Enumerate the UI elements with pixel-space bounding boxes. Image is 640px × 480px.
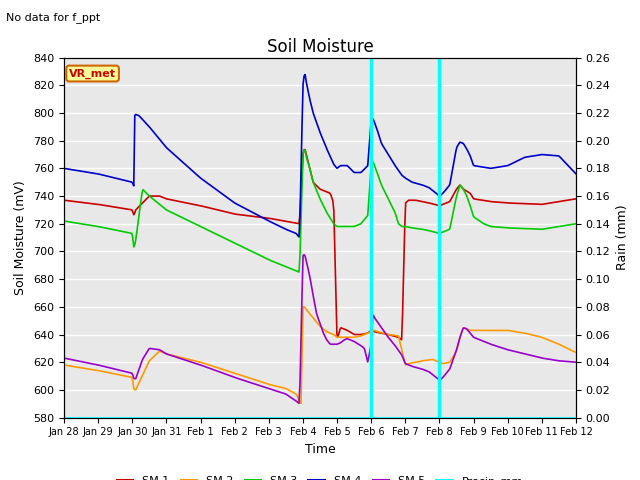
Legend: SM 1, SM 2, SM 3, SM 4, SM 5, Precip_mm: SM 1, SM 2, SM 3, SM 4, SM 5, Precip_mm bbox=[112, 471, 528, 480]
Title: Soil Moisture: Soil Moisture bbox=[267, 38, 373, 56]
X-axis label: Time: Time bbox=[305, 443, 335, 456]
Y-axis label: Rain (mm): Rain (mm) bbox=[616, 205, 629, 270]
Y-axis label: Soil Moisture (mV): Soil Moisture (mV) bbox=[15, 180, 28, 295]
Text: No data for f_ppt: No data for f_ppt bbox=[6, 12, 100, 23]
Text: VR_met: VR_met bbox=[69, 68, 116, 79]
